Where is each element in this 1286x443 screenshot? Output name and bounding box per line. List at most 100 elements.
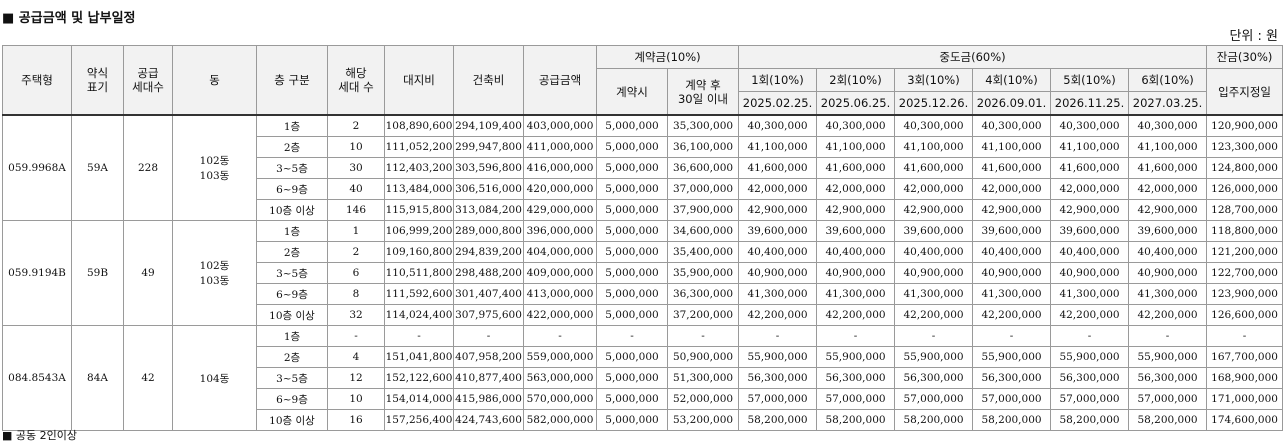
table-cell: 307,975,600 (453, 304, 524, 326)
table-row: 10층 이상 32 114,024,400 307,975,600 422,000,00… (3, 304, 1284, 326)
cell-floor: 10층 이상 (256, 304, 328, 326)
table-cell: 57,000,000 (1127, 388, 1208, 410)
table-cell: 424,743,600 (453, 409, 524, 431)
table-cell: 41,600,000 (1127, 157, 1208, 179)
col-header-interim-round: 2회(10%) (816, 68, 895, 92)
cell-floor: 3~5층 (256, 157, 328, 179)
table-cell: 58,200,000 (972, 409, 1051, 431)
table-cell: - (384, 325, 454, 347)
table-cell: 167,700,000 (1206, 346, 1284, 368)
col-header-interim-date: 2025.02.25. (738, 91, 817, 116)
col-header-applicable-units: 해당 세대 수 (327, 45, 385, 116)
table-cell: 42,000,000 (816, 178, 895, 200)
footnote: ■ 공동 2인이상 (2, 429, 77, 442)
table-cell: 168,900,000 (1206, 367, 1284, 389)
table-cell: 41,100,000 (1127, 136, 1208, 158)
table-cell: 32 (327, 304, 385, 326)
table-cell: 58,200,000 (1050, 409, 1129, 431)
cell-abbr: 84A (71, 325, 124, 431)
table-row: 2층 2 109,160,800 294,839,200 404,000,000 5,00… (3, 241, 1284, 263)
col-header-floor: 층 구분 (256, 45, 328, 116)
table-cell: 37,000,000 (667, 178, 739, 200)
table-cell: 41,300,000 (738, 283, 817, 305)
table-cell: 42,000,000 (1050, 178, 1129, 200)
table-cell: 56,300,000 (1127, 367, 1208, 389)
col-header-interim-date: 2025.06.25. (816, 91, 895, 116)
cell-floor: 10층 이상 (256, 409, 328, 431)
table-cell: 110,511,800 (384, 262, 454, 284)
table-cell: 10 (327, 136, 385, 158)
col-header-contract-group: 계약금(10%) (596, 45, 739, 69)
table-cell: 56,300,000 (738, 367, 817, 389)
table-cell: 298,488,200 (453, 262, 524, 284)
table-cell: 5,000,000 (596, 199, 668, 221)
table-cell: 41,300,000 (894, 283, 973, 305)
table-cell: 40,300,000 (1127, 114, 1208, 137)
table-cell: 55,900,000 (816, 346, 895, 368)
table-row: 2층 10 111,052,200 299,947,800 411,000,000 5,0… (3, 136, 1284, 158)
table-cell: 58,200,000 (1127, 409, 1208, 431)
table-cell: 16 (327, 409, 385, 431)
table-cell: 118,800,000 (1206, 220, 1284, 242)
table-cell: 35,400,000 (667, 241, 739, 263)
table-cell: 123,900,000 (1206, 283, 1284, 305)
table-cell: 306,516,000 (453, 178, 524, 200)
cell-floor: 2층 (256, 136, 328, 158)
table-cell: 42,000,000 (1127, 178, 1208, 200)
table-cell: 429,000,000 (523, 199, 597, 221)
table-cell: - (1050, 325, 1129, 347)
table-cell: 40,900,000 (1127, 262, 1208, 284)
col-header-interim-date: 2027.03.25. (1127, 91, 1208, 116)
table-cell: 108,890,600 (384, 114, 454, 137)
table-cell: 5,000,000 (596, 241, 668, 263)
table-cell: 58,200,000 (894, 409, 973, 431)
table-cell: 128,700,000 (1206, 199, 1284, 221)
table-cell: 57,000,000 (738, 388, 817, 410)
table-cell: 559,000,000 (523, 346, 597, 368)
table-cell: - (1127, 325, 1208, 347)
table-cell: 39,600,000 (972, 220, 1051, 242)
table-cell: 152,122,600 (384, 367, 454, 389)
table-cell: 35,900,000 (667, 262, 739, 284)
table-cell: 294,839,200 (453, 241, 524, 263)
table-cell: 563,000,000 (523, 367, 597, 389)
table-cell: 2 (327, 114, 385, 137)
table-cell: 5,000,000 (596, 367, 668, 389)
table-cell: 57,000,000 (894, 388, 973, 410)
table-cell: - (327, 325, 385, 347)
col-header-supply-amount: 공급금액 (523, 45, 597, 116)
table-cell: 157,256,400 (384, 409, 454, 431)
cell-housing-type: 059.9968A (2, 114, 72, 221)
table-cell: 57,000,000 (1050, 388, 1129, 410)
table-cell: 112,403,200 (384, 157, 454, 179)
table-cell: 5,000,000 (596, 157, 668, 179)
cell-supply-units: 42 (123, 325, 173, 431)
table-cell: 40,400,000 (816, 241, 895, 263)
table-cell: 41,100,000 (738, 136, 817, 158)
table-row: 3~5층 6 110,511,800 298,488,200 409,000,000 5,… (3, 262, 1284, 284)
cell-floor: 6~9층 (256, 283, 328, 305)
cell-floor: 10층 이상 (256, 199, 328, 221)
table-cell: 41,300,000 (816, 283, 895, 305)
table-cell: 5,000,000 (596, 136, 668, 158)
table-cell: 154,014,000 (384, 388, 454, 410)
table-cell: 42,900,000 (1127, 199, 1208, 221)
col-header-interim-round: 5회(10%) (1050, 68, 1129, 92)
table-cell: - (523, 325, 597, 347)
table-cell: 42,900,000 (972, 199, 1051, 221)
cell-floor: 6~9층 (256, 178, 328, 200)
table-cell: 5,000,000 (596, 262, 668, 284)
col-header-building: 동 (172, 45, 257, 116)
table-cell: 52,000,000 (667, 388, 739, 410)
table-cell: 42,000,000 (894, 178, 973, 200)
table-cell: 41,300,000 (1127, 283, 1208, 305)
table-cell: 57,000,000 (816, 388, 895, 410)
table-cell: 36,100,000 (667, 136, 739, 158)
table-cell: 111,052,200 (384, 136, 454, 158)
table-cell: 122,700,000 (1206, 262, 1284, 284)
table-row: 3~5층 30 112,403,200 303,596,800 416,000,000 5… (3, 157, 1284, 179)
table-cell: - (667, 325, 739, 347)
table-cell: 50,900,000 (667, 346, 739, 368)
col-header-type: 주택형 (2, 45, 72, 116)
table-cell: 5,000,000 (596, 346, 668, 368)
